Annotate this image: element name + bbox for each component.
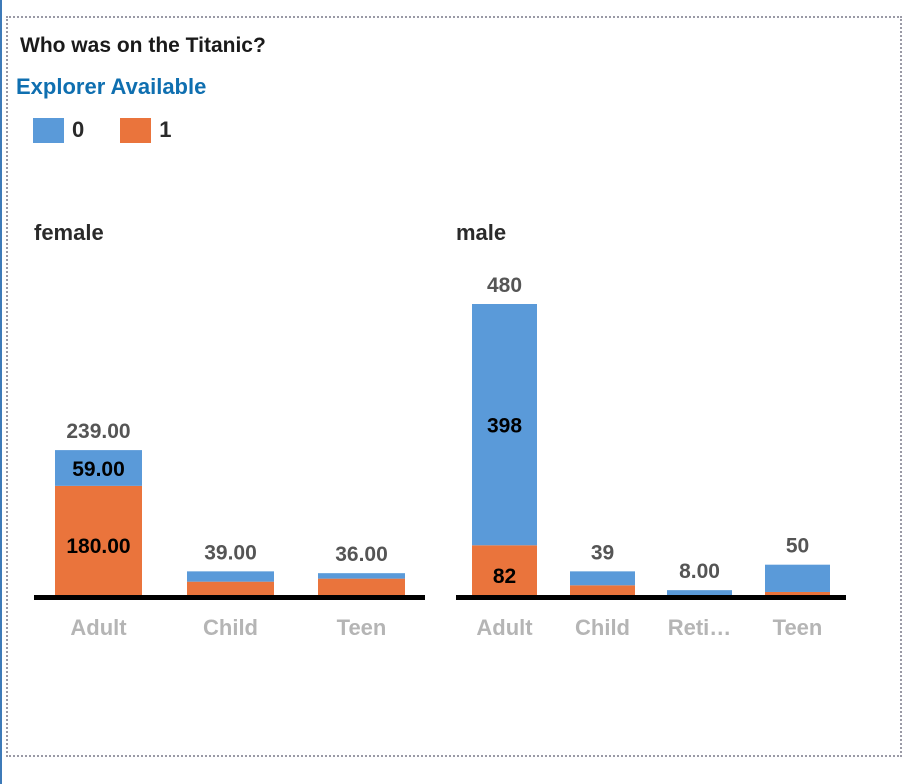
bar-segment-female-teen-series-1[interactable] [318, 578, 405, 595]
category-label-female-child: Child [203, 615, 258, 640]
legend-swatch-0 [33, 117, 64, 143]
bar-segment-male-reti-series-0[interactable] [667, 590, 732, 595]
total-label-male-teen: 50 [786, 535, 809, 558]
category-label-female-adult: Adult [70, 615, 127, 640]
legend-label-1: 1 [159, 117, 172, 142]
panel-title-female: female [34, 220, 104, 245]
bar-segment-male-adult-series-1[interactable] [472, 545, 537, 595]
total-label-female-teen: 36.00 [335, 543, 388, 566]
chart-container [6, 16, 902, 757]
bar-segment-male-teen-series-1[interactable] [765, 591, 830, 595]
bar-segment-female-adult-series-0[interactable] [55, 450, 142, 486]
inner-label-male-adult-series-0: 398 [487, 415, 522, 438]
category-label-male-child: Child [575, 615, 630, 640]
bar-segment-female-child-series-0[interactable] [187, 571, 274, 582]
x-axis-line-female [34, 595, 425, 600]
legend-item-0[interactable]: 0 [33, 117, 84, 143]
category-label-male-teen: Teen [773, 615, 823, 640]
panel-title-male: male [456, 220, 506, 245]
window-edge-strip [0, 0, 2, 784]
legend-label-0: 0 [72, 117, 85, 142]
bar-segment-female-adult-series-1[interactable] [55, 485, 142, 595]
total-label-male-adult: 480 [487, 274, 522, 297]
chart-title: Who was on the Titanic? [20, 34, 266, 57]
bar-segment-male-child-series-1[interactable] [570, 585, 635, 595]
bar-segment-female-teen-series-0[interactable] [318, 573, 405, 579]
legend: 0 1 [33, 117, 208, 143]
inner-label-female-adult-series-0: 59.00 [72, 458, 125, 481]
category-label-female-teen: Teen [337, 615, 387, 640]
bar-segment-male-adult-series-0[interactable] [472, 304, 537, 546]
inner-label-female-adult-series-1: 180.00 [66, 535, 130, 558]
x-axis-line-male [456, 595, 846, 600]
legend-item-1[interactable]: 1 [120, 117, 172, 143]
category-label-male-adult: Adult [476, 615, 533, 640]
total-label-male-child: 39 [591, 541, 614, 564]
total-label-male-reti: 8.00 [679, 560, 720, 583]
explorer-available-link[interactable]: Explorer Available [16, 74, 207, 99]
category-label-male-reti: Reti… [668, 615, 732, 640]
inner-label-male-adult-series-1: 82 [493, 565, 516, 588]
bar-segment-female-child-series-1[interactable] [187, 581, 274, 595]
bar-segment-male-teen-series-0[interactable] [765, 564, 830, 592]
total-label-female-child: 39.00 [204, 541, 257, 564]
legend-swatch-1 [120, 117, 152, 143]
bar-segment-male-child-series-0[interactable] [570, 571, 635, 586]
total-label-female-adult: 239.00 [66, 420, 130, 443]
